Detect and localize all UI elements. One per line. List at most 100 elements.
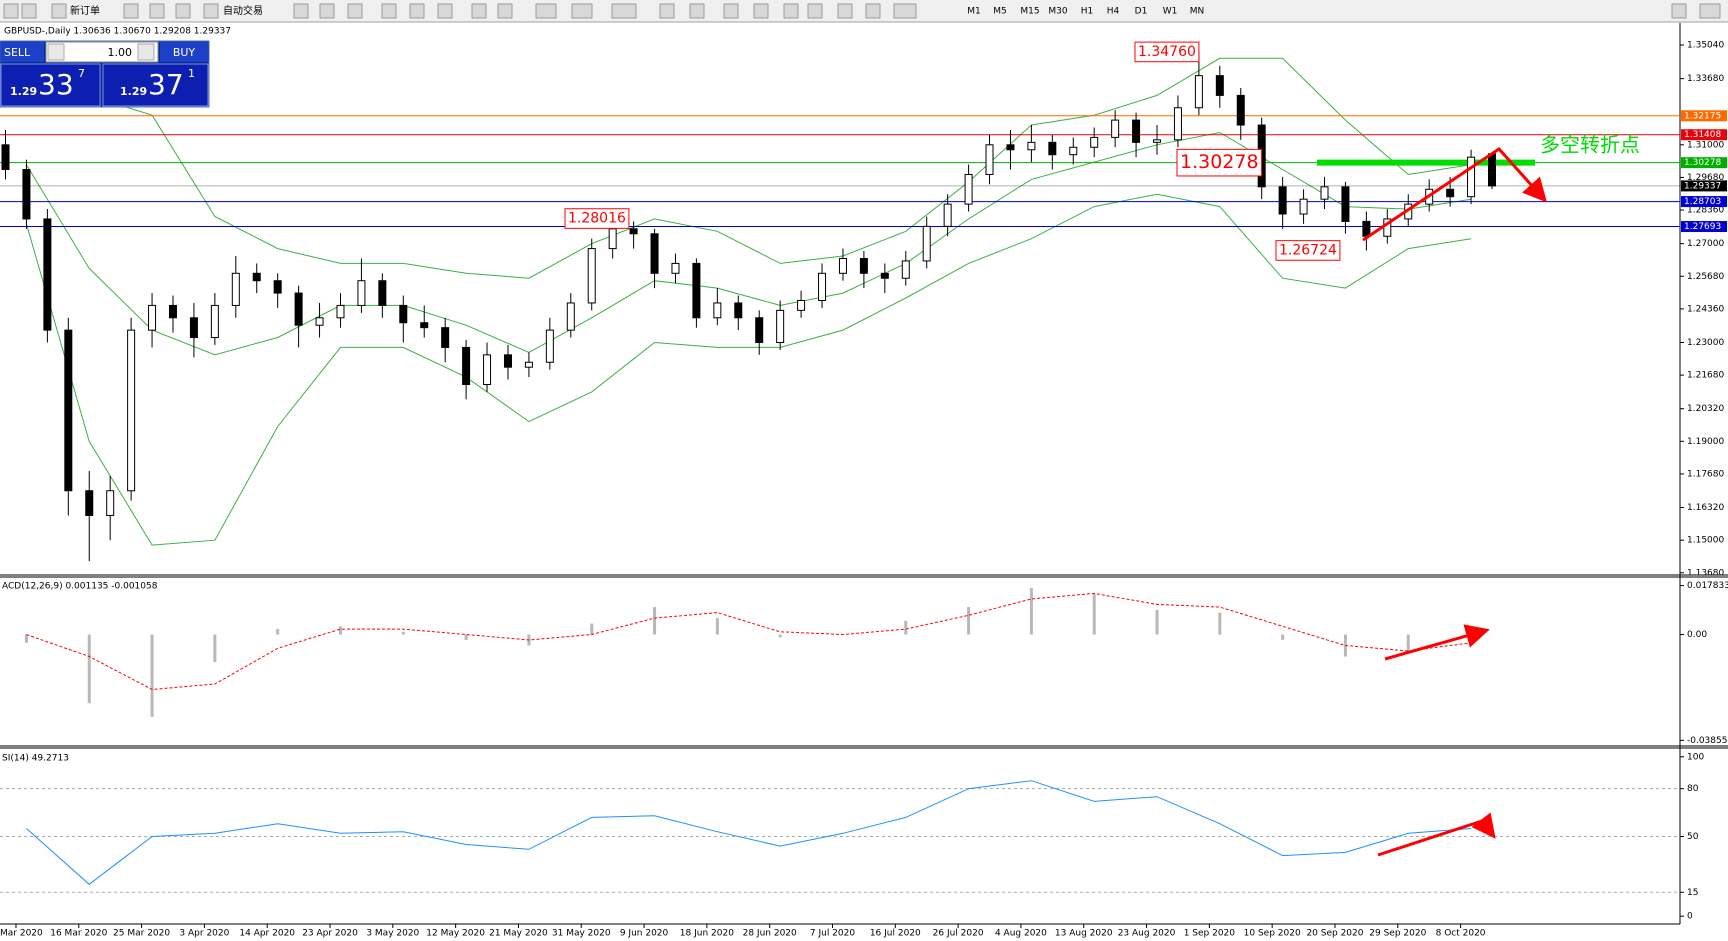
candle-body (85, 490, 94, 516)
candle-body (294, 292, 303, 326)
sell-price-sup: 7 (78, 67, 85, 80)
candle-body (22, 169, 31, 220)
price-annotation-box (564, 208, 630, 229)
y-tick-label: 1.28360 (1687, 206, 1724, 216)
level-tag-label: 1.32175 (1684, 111, 1721, 121)
y-tick-label: 0.017833 (1687, 581, 1728, 591)
price-panel (0, 51, 1680, 562)
price-annotation: 1.34760 (1138, 44, 1196, 60)
candle-body (210, 304, 219, 339)
bollinger-upper (26, 57, 1472, 279)
y-tick-label: 1.31000 (1687, 140, 1724, 150)
candle-body (608, 228, 617, 250)
macd-bar (1155, 609, 1159, 635)
buy-price-prefix: 1.29 (120, 85, 147, 98)
candle-body (357, 280, 366, 306)
y-tick-label: 80 (1687, 784, 1699, 794)
timeframe-button[interactable]: W1 (1163, 7, 1178, 17)
y-tick-label: 1.16320 (1687, 503, 1724, 513)
auto-trading-button[interactable]: 自动交易 (223, 4, 263, 17)
candle-body (713, 302, 722, 319)
level-tag (1681, 196, 1727, 208)
candle-body (755, 317, 764, 343)
candle-body (1299, 198, 1308, 215)
macd-bar (1406, 634, 1410, 652)
candle-body (336, 304, 345, 319)
lot-input[interactable] (45, 41, 159, 63)
candle-body (1278, 186, 1287, 215)
level-tag-label: 1.29337 (1684, 181, 1721, 191)
candle-body (1215, 75, 1224, 96)
y-tick-label: 1.29680 (1687, 173, 1724, 183)
timeframe-button[interactable]: H4 (1107, 7, 1120, 17)
y-tick-label: -0.038559 (1687, 736, 1728, 746)
candle-body (838, 257, 847, 274)
candle-body (148, 304, 157, 331)
candle-body (1446, 188, 1455, 198)
x-tick-label: 1 Sep 2020 (1184, 929, 1236, 939)
x-tick-label: 8 Oct 2020 (1436, 929, 1486, 939)
macd-bar (87, 634, 91, 704)
candle-body (922, 225, 931, 262)
x-tick-label: 20 Sep 2020 (1306, 929, 1363, 939)
timeframe-button[interactable]: M15 (1020, 7, 1039, 17)
macd-bar (778, 634, 782, 638)
y-tick-label: 1.33680 (1687, 74, 1724, 84)
timeframe-button[interactable]: M30 (1048, 7, 1067, 17)
timeframe-button[interactable]: MN (1190, 7, 1205, 17)
candle-body (1236, 94, 1245, 126)
x-tick-label: 25 Mar 2020 (113, 929, 170, 939)
level-tag-label: 1.30278 (1684, 158, 1721, 168)
x-tick-label: 26 Jul 2020 (933, 929, 984, 939)
level-tag (1681, 180, 1727, 192)
level-tag (1681, 129, 1727, 141)
lot-down[interactable] (47, 43, 65, 61)
y-tick-label: 1.13680 (1687, 568, 1724, 578)
timeframe-button[interactable]: D1 (1135, 7, 1148, 17)
candle-body (985, 144, 994, 175)
candle-body (503, 354, 512, 368)
y-tick-label: 1.19000 (1687, 437, 1724, 447)
candle-body (1341, 186, 1350, 222)
new-order-icon[interactable] (51, 3, 67, 19)
x-tick-label: 16 Jul 2020 (870, 929, 921, 939)
new-order-button[interactable]: 新订单 (70, 4, 100, 17)
candle-body (1006, 144, 1015, 151)
x-tick-label: 12 May 2020 (426, 929, 485, 939)
macd-bar (464, 634, 468, 641)
price-annotation: 1.28016 (568, 211, 626, 227)
timeframe-button[interactable]: M5 (993, 7, 1007, 17)
candle-body (106, 490, 115, 516)
sell-button[interactable] (1, 42, 44, 62)
candle-body (64, 329, 73, 492)
macd-title: ACD(12,26,9) 0.001135 -0.001058 (2, 582, 158, 592)
timeframe-button[interactable]: H1 (1081, 7, 1094, 17)
candle-body (1090, 136, 1099, 148)
level-tag-label: 1.27693 (1684, 222, 1721, 232)
candle-body (880, 272, 889, 279)
candle-body (378, 280, 387, 306)
candle-body (315, 317, 324, 326)
lot-up[interactable] (137, 43, 155, 61)
price-annotation-box (1176, 148, 1263, 177)
pivot-note: 多空转折点 (1540, 133, 1640, 157)
y-tick-label: 1.17680 (1687, 469, 1724, 479)
candle-body (859, 257, 868, 274)
sell-price-big: 33 (38, 68, 74, 101)
y-tick-label: 15 (1687, 888, 1698, 898)
buy-price-box[interactable] (102, 63, 209, 107)
rsi-panel (0, 780, 1680, 893)
candle-body (797, 299, 806, 311)
candle-body (1488, 153, 1496, 187)
timeframe-button[interactable]: M1 (967, 7, 981, 17)
macd-bar (1029, 587, 1033, 635)
y-tick-label: 100 (1687, 752, 1704, 762)
sell-price-box[interactable] (0, 63, 101, 107)
buy-button[interactable] (160, 42, 208, 62)
toolbar (0, 0, 1728, 22)
y-tick-label: 1.25680 (1687, 272, 1724, 282)
x-tick-label: 3 May 2020 (366, 929, 419, 939)
chart-header: GBPUSD-,Daily 1.30636 1.30670 1.29208 1.… (4, 27, 231, 37)
macd-bar (24, 634, 28, 643)
lot-value: 1.00 (108, 46, 133, 59)
